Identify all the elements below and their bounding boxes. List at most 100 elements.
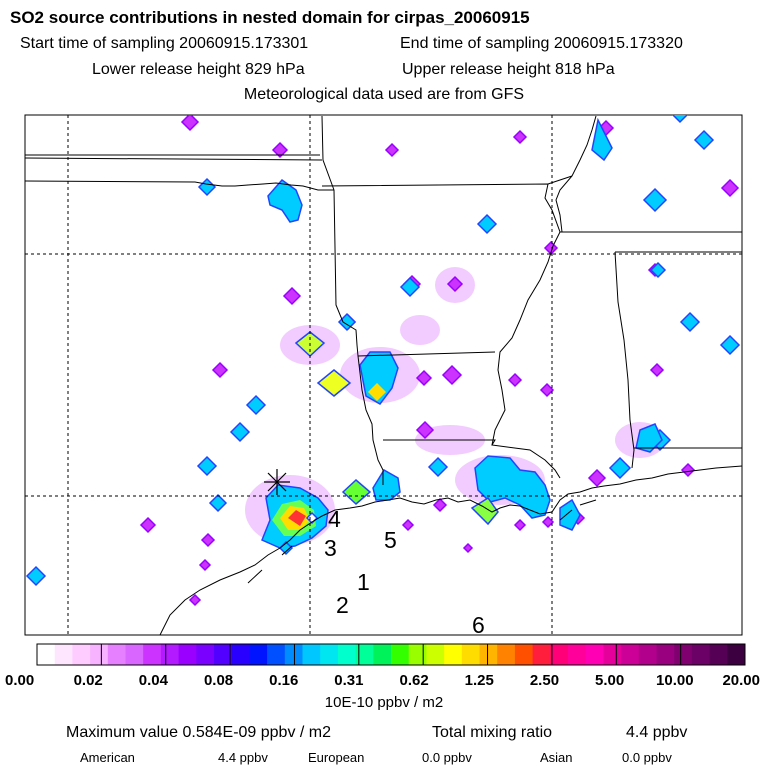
- colorbar-cell: [674, 644, 693, 665]
- chart-title: SO2 source contributions in nested domai…: [10, 8, 530, 27]
- colorbar-cell: [54, 644, 73, 665]
- receptor-label-6: 6: [472, 612, 485, 638]
- colorbar-cell: [143, 644, 162, 665]
- colorbar-cell: [532, 644, 551, 665]
- receptor-label-1: 1: [357, 569, 370, 595]
- american-value: 4.4 ppbv: [218, 750, 268, 765]
- colorbar-cell: [267, 644, 286, 665]
- colorbar-cell: [656, 644, 675, 665]
- concentration-cell: [401, 518, 415, 532]
- concentration-cell: [671, 115, 689, 124]
- colorbar-cell: [691, 644, 711, 665]
- concentration-cell: [608, 456, 632, 480]
- colorbar-tick-label: 10.00: [656, 672, 694, 689]
- colorbar-tick-label: 0.00: [5, 672, 34, 689]
- colorbar-cell: [37, 644, 56, 665]
- total-mixing-label: Total mixing ratio: [432, 724, 553, 741]
- concentration-cell: [188, 593, 202, 607]
- concentration-halo: [400, 315, 440, 345]
- concentration-cell: [200, 532, 216, 548]
- border-ok-ar: [321, 115, 335, 191]
- colorbar-tick-label: 0.31: [334, 672, 363, 689]
- colorbar-cell: [284, 644, 303, 665]
- state-borders: [25, 115, 742, 635]
- receptor-label-2: 2: [336, 592, 349, 618]
- concentration-cell: [513, 518, 527, 532]
- border-ar-la: [357, 351, 496, 357]
- concentration-cell: [446, 275, 464, 293]
- concentration-cell: [476, 213, 498, 235]
- concentration-cell: [341, 478, 372, 506]
- colorbar-cell: [408, 644, 427, 665]
- colorbar-unit-label: 10E-10 ppbv / m2: [324, 694, 444, 711]
- colorbar-cell: [585, 644, 604, 665]
- colorbar-cell: [550, 644, 569, 665]
- colorbar-cell: [90, 644, 109, 665]
- concentration-cell: [591, 117, 613, 162]
- concentration-cell: [316, 369, 352, 397]
- colorbar-tick-label: 1.25: [465, 672, 494, 689]
- concentration-cell: [635, 423, 663, 453]
- colorbar-cell: [497, 644, 516, 665]
- concentration-cell: [288, 510, 306, 526]
- concentration-cell: [649, 362, 665, 378]
- colorbar-ticks: [36, 644, 746, 665]
- colorbar-cell: [107, 644, 126, 665]
- colorbar-cell: [568, 644, 587, 665]
- colorbar-cell: [196, 644, 215, 665]
- colorbar-cell: [603, 644, 622, 665]
- colorbar-cell: [231, 644, 250, 665]
- colorbar-cells: [37, 644, 746, 665]
- european-value: 0.0 ppbv: [422, 750, 472, 765]
- border-nm-tx: [25, 157, 323, 161]
- concentration-cell: [462, 542, 474, 554]
- lat-lon-grid: [25, 115, 742, 635]
- concentration-cell: [587, 468, 607, 488]
- colorbar-cell: [355, 644, 374, 665]
- concentration-cell: [441, 364, 463, 386]
- colorbar-cell: [72, 644, 91, 665]
- end-time: End time of sampling 20060915.173320: [400, 35, 683, 52]
- concentration-cell: [415, 369, 433, 387]
- colorbar-tick-label: 2.50: [530, 672, 559, 689]
- colorbar-tick-label: 0.08: [204, 672, 233, 689]
- concentration-cell: [25, 565, 47, 587]
- concentration-cell: [196, 455, 218, 477]
- total-mixing-value: 4.4 ppbv: [626, 724, 688, 741]
- concentration-cell: [679, 311, 701, 333]
- mississippi-river: [555, 115, 597, 233]
- concentration-cell: [208, 493, 228, 513]
- colorbar-cell: [514, 644, 534, 665]
- colorbar-cell: [373, 644, 392, 665]
- american-label: American: [80, 750, 135, 765]
- concentration-cell: [282, 286, 302, 306]
- source-marker: [264, 469, 290, 495]
- coast-islands: [247, 499, 597, 584]
- concentration-cell: [432, 497, 448, 513]
- lower-release-height: Lower release height 829 hPa: [92, 61, 305, 78]
- colorbar-tick-label: 0.02: [74, 672, 103, 689]
- concentration-cell: [539, 382, 555, 398]
- colorbar-cell: [391, 644, 410, 665]
- concentration-cell: [180, 115, 200, 132]
- border-ok-south: [25, 180, 334, 191]
- receptor-label-3: 3: [324, 535, 337, 561]
- concentration-cell: [372, 468, 401, 501]
- concentration-cell: [229, 421, 251, 443]
- concentration-cell: [368, 383, 386, 401]
- concentration-cell: [139, 516, 157, 534]
- concentration-cell: [541, 515, 555, 529]
- colorbar-tick-label: 5.00: [595, 672, 624, 689]
- concentration-cell: [559, 498, 581, 531]
- concentration-cell: [271, 141, 289, 159]
- max-value: Maximum value 0.584E-09 ppbv / m2: [66, 724, 332, 741]
- concentration-cell: [198, 558, 212, 572]
- receptor-label-4: 4: [328, 506, 341, 532]
- colorbar-cell: [160, 644, 180, 665]
- met-data-note: Meteorological data used are from GFS: [243, 86, 525, 103]
- colorbar-cell: [302, 644, 321, 665]
- concentration-cell: [427, 456, 449, 478]
- colorbar-cell: [249, 644, 268, 665]
- concentration-cell: [245, 394, 267, 416]
